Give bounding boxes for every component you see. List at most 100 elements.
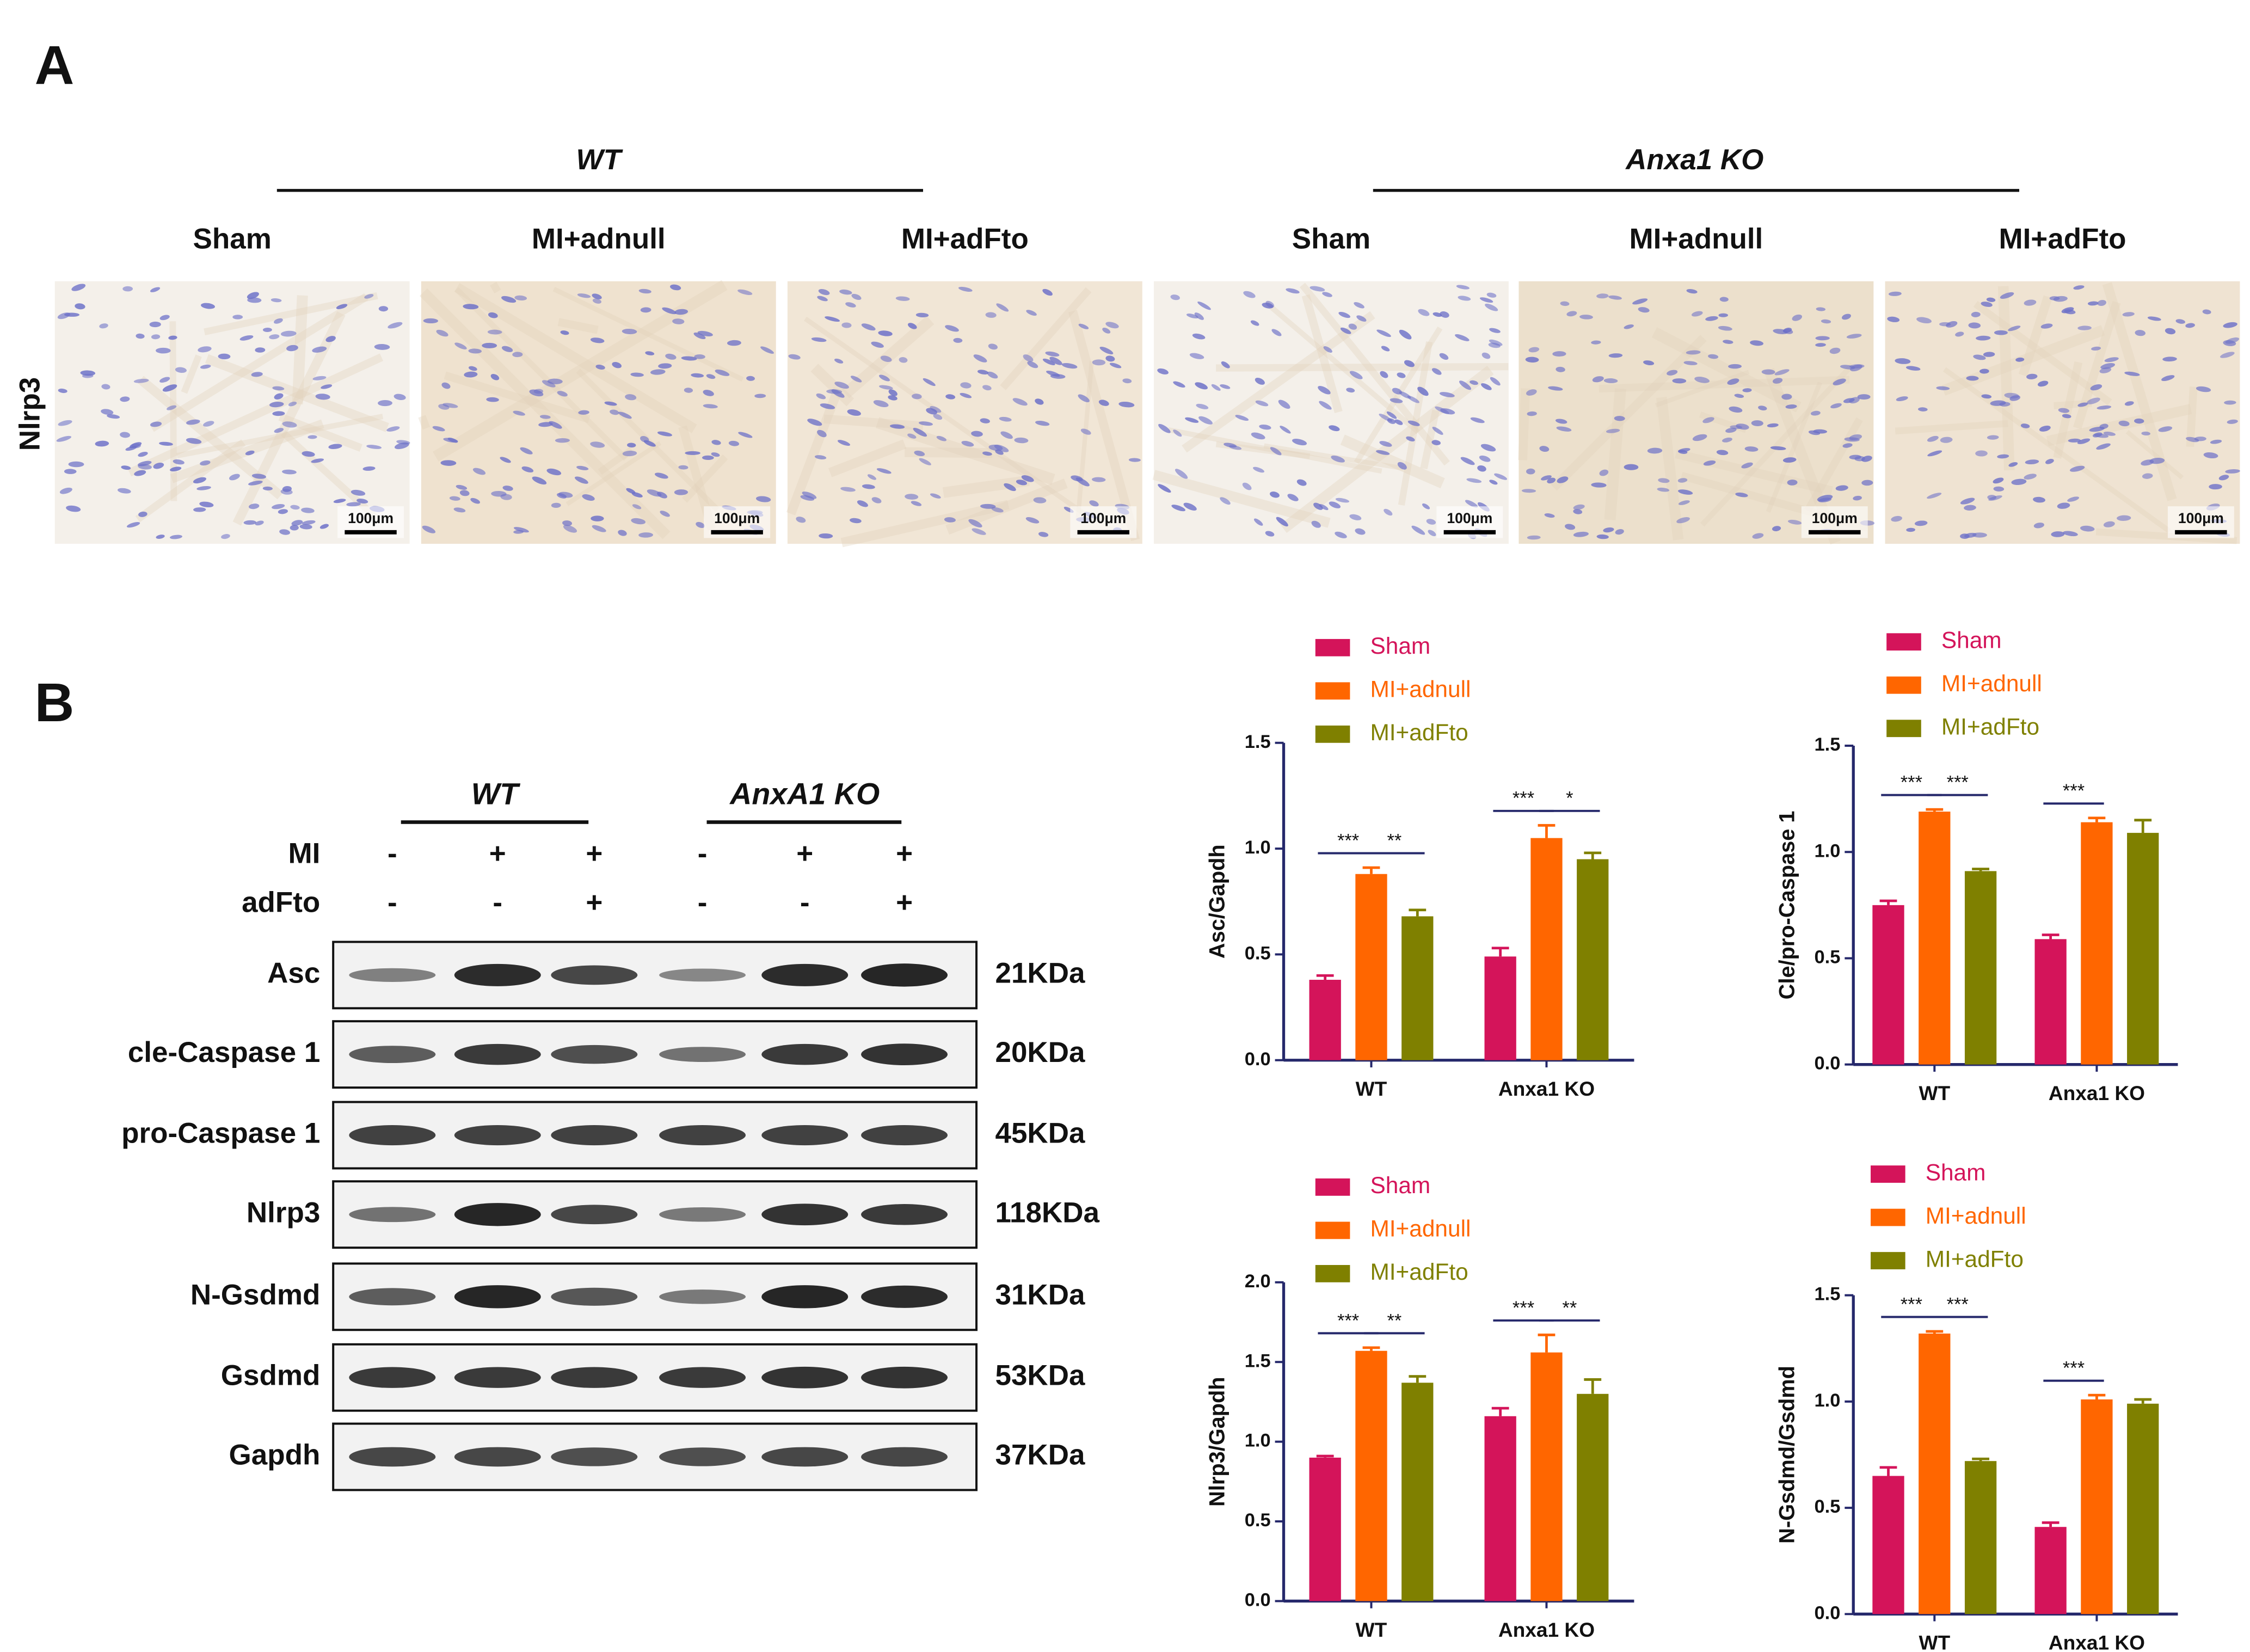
- nucleus: [1833, 378, 1846, 385]
- fiber: [444, 371, 591, 423]
- nucleus: [1265, 300, 1275, 308]
- nucleus: [1918, 407, 1928, 412]
- nucleus: [1657, 487, 1670, 492]
- nucleus: [888, 395, 897, 401]
- nucleus: [697, 330, 713, 336]
- nucleus: [1390, 398, 1403, 403]
- nucleus: [662, 307, 677, 315]
- nucleus: [2124, 401, 2134, 406]
- nucleus: [895, 296, 910, 301]
- nucleus: [255, 520, 264, 526]
- nucleus: [333, 499, 346, 503]
- nucleus: [1888, 291, 1902, 296]
- nucleus: [1331, 455, 1345, 463]
- column-label: MI+adFto: [1999, 223, 2126, 255]
- nucleus: [432, 426, 445, 432]
- legend-swatch: [1871, 1165, 1905, 1183]
- nucleus: [1722, 437, 1732, 443]
- nucleus: [138, 464, 152, 470]
- fiber: [2018, 295, 2052, 377]
- nucleus: [2077, 326, 2092, 330]
- nucleus: [1999, 402, 2011, 407]
- y-axis-label: Asc/Gapdh: [1206, 844, 1229, 959]
- nucleus: [1481, 383, 1492, 390]
- nucleus: [1340, 327, 1351, 334]
- nucleus: [2141, 431, 2150, 436]
- nucleus: [1049, 357, 1062, 365]
- nucleus: [1118, 401, 1135, 408]
- nucleus: [1099, 346, 1114, 354]
- nucleus: [1431, 440, 1441, 445]
- nucleus: [991, 507, 1004, 513]
- nucleus: [1916, 317, 1932, 324]
- nucleus: [2089, 426, 2105, 432]
- blot-band: [861, 1204, 948, 1225]
- nucleus: [470, 498, 480, 504]
- nucleus: [1411, 525, 1425, 535]
- y-tick-label: 1.5: [1815, 1284, 1841, 1305]
- nucleus: [1981, 302, 1993, 307]
- blot-band: [349, 1367, 436, 1388]
- nucleus: [282, 421, 297, 428]
- panel-label: B: [35, 672, 75, 733]
- nucleus: [2203, 452, 2218, 459]
- nucleus: [312, 346, 327, 353]
- blot-band: [861, 1366, 948, 1389]
- condition-sign: -: [698, 837, 708, 869]
- blot-band: [659, 1289, 746, 1304]
- condition-sign: -: [493, 887, 502, 919]
- nucleus: [1694, 377, 1710, 383]
- nucleus: [472, 468, 486, 475]
- nucleus: [312, 376, 327, 380]
- nucleus: [849, 518, 862, 524]
- nucleus: [2099, 367, 2112, 373]
- nucleus: [1235, 415, 1249, 421]
- legend-swatch: [1871, 1208, 1905, 1226]
- y-tick-label: 1.0: [1245, 837, 1271, 858]
- fiber: [1550, 335, 1707, 491]
- nucleus: [1770, 446, 1786, 451]
- nucleus: [1322, 292, 1332, 297]
- nucleus: [2004, 392, 2019, 399]
- nucleus: [1465, 500, 1478, 508]
- nucleus: [1741, 462, 1753, 469]
- nucleus: [57, 312, 70, 320]
- bar: [1964, 1461, 1997, 1614]
- nucleus: [1477, 465, 1486, 472]
- nucleus: [1560, 301, 1570, 306]
- nucleus: [1781, 394, 1792, 400]
- error-bar: [1926, 808, 1944, 812]
- blot-band: [659, 1367, 746, 1388]
- nucleus: [703, 404, 718, 409]
- bar: [1309, 980, 1341, 1060]
- error-bar: [2134, 819, 2152, 833]
- nucleus: [1292, 438, 1307, 446]
- nucleus: [923, 378, 936, 386]
- nucleus: [2122, 312, 2135, 317]
- nucleus: [99, 323, 108, 329]
- significance-label: ***: [1947, 772, 1969, 793]
- nucleus: [1751, 420, 1763, 426]
- nucleus: [1849, 397, 1860, 404]
- nucleus: [961, 440, 974, 447]
- legend-swatch: [1315, 1265, 1350, 1282]
- nucleus: [2080, 525, 2095, 532]
- nucleus: [1573, 531, 1589, 537]
- fiber: [418, 415, 431, 430]
- protein-size: 45KDa: [995, 1117, 1085, 1150]
- protein-name: Asc: [267, 957, 320, 989]
- nucleus: [1734, 394, 1744, 398]
- nucleus: [1417, 386, 1429, 396]
- nucleus: [280, 330, 297, 337]
- nucleus: [274, 428, 284, 433]
- nucleus: [919, 458, 931, 465]
- nucleus: [101, 409, 114, 415]
- nucleus: [1004, 483, 1016, 492]
- nucleus: [1109, 363, 1122, 369]
- nucleus: [574, 476, 588, 484]
- nucleus: [1708, 354, 1719, 359]
- y-tick-label: 1.0: [1815, 840, 1841, 861]
- legend-label: MI+adnull: [1926, 1203, 2026, 1229]
- nucleus: [2033, 523, 2044, 529]
- nucleus: [1548, 386, 1563, 391]
